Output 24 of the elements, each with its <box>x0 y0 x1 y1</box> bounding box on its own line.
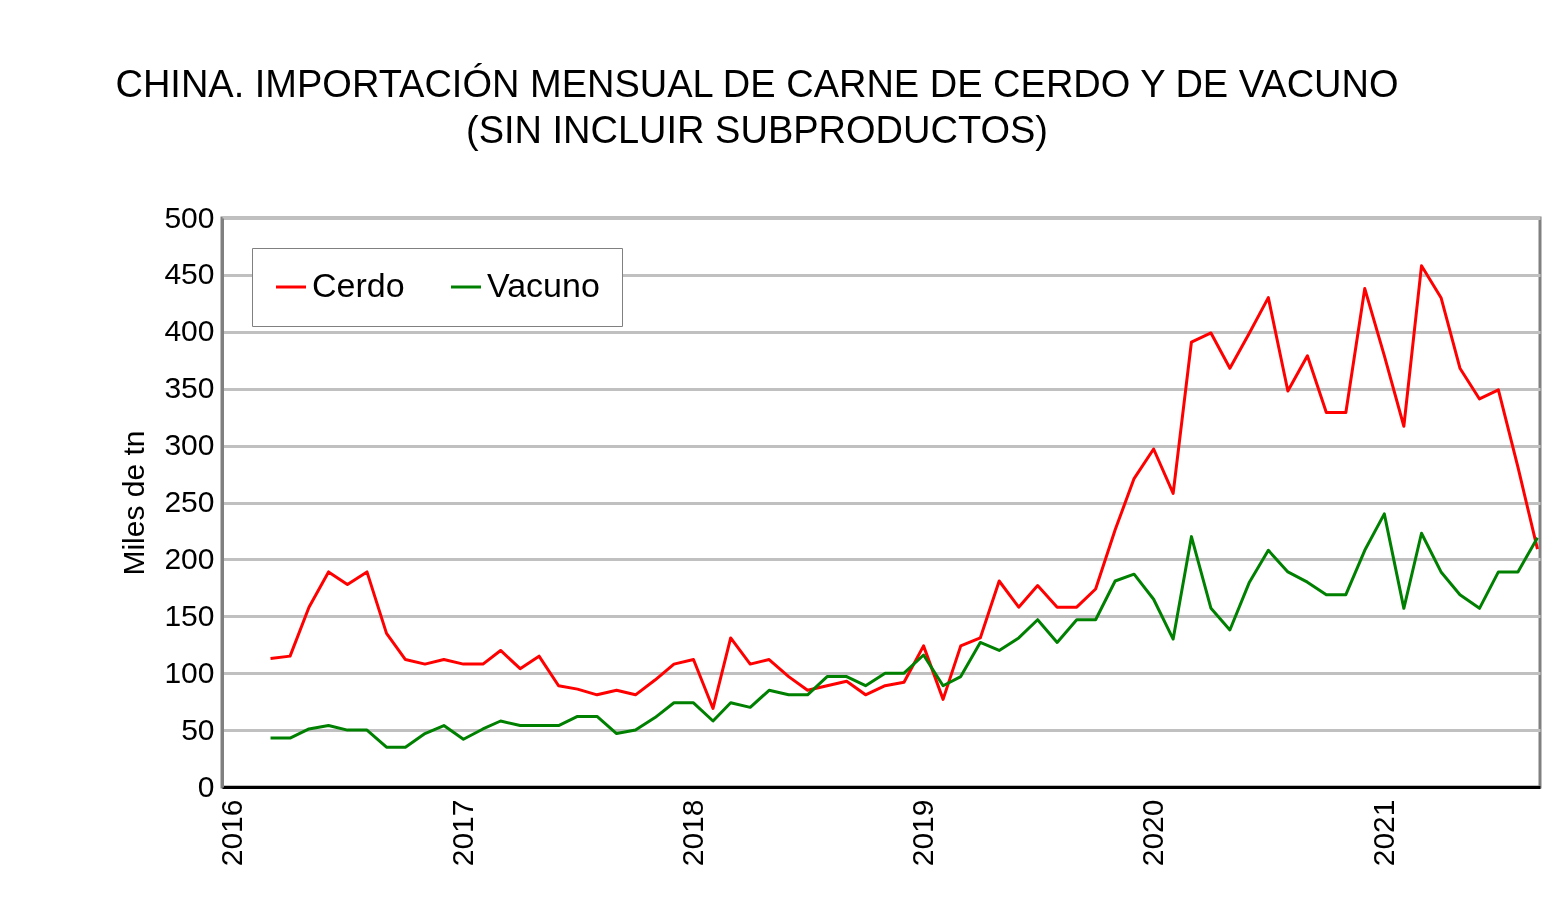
x-tick-label: 2019 <box>906 799 940 867</box>
x-tick-label: 2018 <box>675 799 709 867</box>
legend-label: Vacuno <box>487 266 600 304</box>
line-series <box>269 512 1539 749</box>
x-tick-label: 2020 <box>1136 799 1170 867</box>
y-tick-label: 50 <box>181 712 215 746</box>
y-tick-label: 150 <box>164 598 215 632</box>
y-tick-label: 100 <box>164 655 215 689</box>
x-tick-label: 2021 <box>1366 799 1400 867</box>
y-tick-label: 450 <box>164 257 215 291</box>
chart-subtitle: (SIN INCLUIR SUBPRODUCTOS) <box>465 109 1049 151</box>
y-axis-title: Miles de tn <box>117 430 151 576</box>
y-tick-label: 500 <box>164 200 215 234</box>
line-series <box>269 264 1539 710</box>
y-tick-label: 200 <box>164 541 215 575</box>
y-tick-label: 250 <box>164 485 215 518</box>
y-tick-label: 350 <box>164 371 215 405</box>
chart-title: CHINA. IMPORTACIÓN MENSUAL DE CARNE DE CERDO Y DE VACUNO <box>115 63 1399 105</box>
y-tick-label: 0 <box>197 769 215 803</box>
y-tick-label: 300 <box>164 428 215 462</box>
y-tick-label: 400 <box>164 314 215 348</box>
x-tick-label: 2016 <box>215 799 249 867</box>
x-tick-label: 2017 <box>445 799 479 867</box>
legend-label: Cerdo <box>312 266 405 304</box>
